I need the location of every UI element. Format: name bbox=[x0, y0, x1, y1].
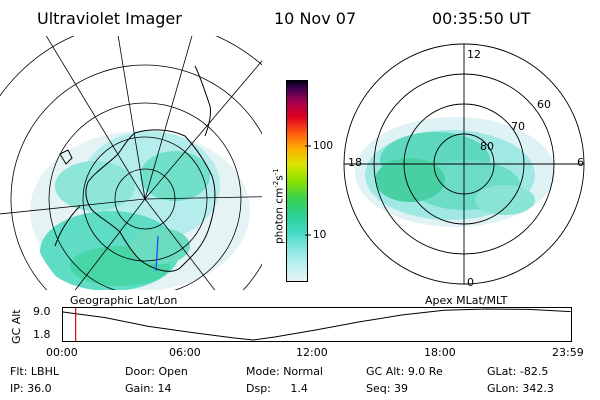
gcalt-info: GC Alt: 9.0 Re bbox=[366, 365, 443, 378]
mlat-label-80: 80 bbox=[480, 140, 494, 153]
altitude-ytick-min: 1.8 bbox=[33, 328, 51, 341]
magnetic-grid bbox=[343, 43, 585, 285]
mode-info: Mode: Normal bbox=[246, 365, 323, 378]
colorbar-tick-100: 100 bbox=[313, 140, 334, 152]
coastline-outline bbox=[54, 65, 216, 272]
altitude-curve bbox=[62, 308, 571, 341]
aurora-image-geographic bbox=[27, 81, 262, 290]
geographic-caption: Geographic Lat/Lon bbox=[70, 294, 178, 307]
dsp-info: Dsp: 1.4 bbox=[246, 382, 308, 395]
mlat-label-60: 60 bbox=[537, 98, 551, 111]
altitude-xtick-3: 18:00 bbox=[424, 346, 456, 359]
magnetic-map-panel bbox=[343, 43, 585, 285]
colorbar-tick-10: 10 bbox=[313, 229, 327, 241]
altitude-xtick-0: 00:00 bbox=[46, 346, 78, 359]
terminator-line bbox=[155, 235, 159, 272]
altitude-plot-ylabel: GC Alt bbox=[10, 309, 23, 344]
glon-info: GLon: 342.3 bbox=[487, 382, 554, 395]
altitude-plot bbox=[62, 307, 572, 342]
colorbar bbox=[286, 80, 308, 282]
ip-info: IP: 36.0 bbox=[10, 382, 52, 395]
image-date: 10 Nov 07 bbox=[274, 9, 357, 28]
mlt-label-0: 0 bbox=[467, 276, 474, 289]
mlt-label-18: 18 bbox=[348, 156, 362, 169]
altitude-xtick-2: 12:00 bbox=[296, 346, 328, 359]
seq-info: Seq: 39 bbox=[366, 382, 408, 395]
magnetic-caption: Apex MLat/MLT bbox=[425, 294, 508, 307]
mlt-label-6: 6 bbox=[577, 156, 584, 169]
geographic-map-panel bbox=[0, 36, 262, 290]
gain-info: Gain: 14 bbox=[125, 382, 172, 395]
mlt-label-12: 12 bbox=[467, 48, 481, 61]
altitude-ytick-max: 9.0 bbox=[33, 305, 51, 318]
altitude-xtick-1: 06:00 bbox=[169, 346, 201, 359]
altitude-plot-frame bbox=[62, 307, 572, 342]
glat-info: GLat: -82.5 bbox=[487, 365, 549, 378]
filter-info: Flt: LBHL bbox=[10, 365, 59, 378]
colorbar-ticks bbox=[305, 145, 311, 236]
altitude-xtick-4: 23:59 bbox=[552, 346, 584, 359]
image-time: 00:35:50 UT bbox=[432, 9, 531, 28]
image-title: Ultraviolet Imager bbox=[37, 9, 182, 28]
geographic-grid bbox=[0, 36, 262, 290]
door-info: Door: Open bbox=[125, 365, 188, 378]
colorbar-unit-label: photon cm-2s-1 bbox=[272, 168, 286, 244]
mlat-label-70: 70 bbox=[511, 120, 525, 133]
